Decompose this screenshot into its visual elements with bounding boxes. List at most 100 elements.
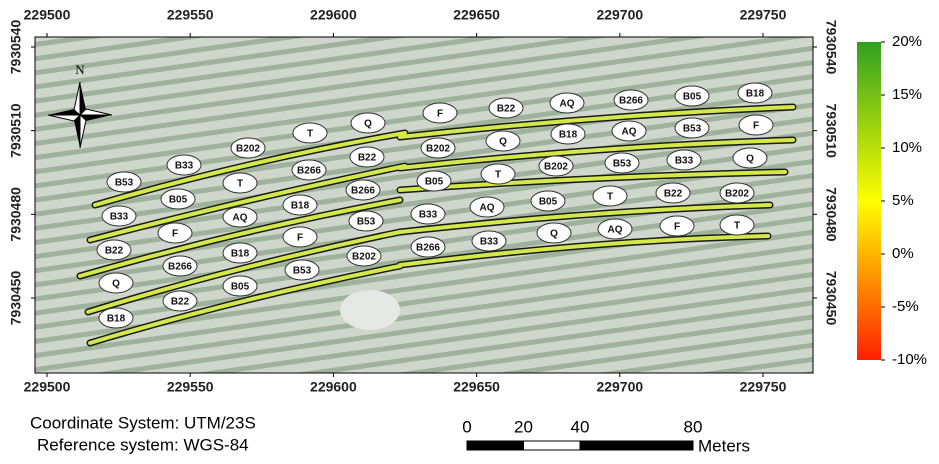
plot-rows: [76, 103, 797, 347]
field-label: AQ: [233, 213, 248, 224]
scale-segment: [466, 440, 524, 451]
field-label: Q: [499, 137, 507, 148]
field-label: B53: [357, 217, 376, 228]
label-bubble: [719, 182, 755, 204]
label-bubble: [166, 154, 202, 176]
y-tick-label-left: 7930450: [8, 271, 24, 326]
label-bubble: [420, 137, 456, 159]
field-label: B22: [664, 189, 683, 200]
field-label: B266: [168, 262, 192, 273]
label-bubble: [719, 214, 755, 236]
field-label: B266: [416, 243, 440, 254]
label-bubble: [349, 146, 385, 168]
coordinate-system: Coordinate System: UTM/23S: [30, 413, 256, 432]
label-bubble: [536, 222, 572, 244]
field-label: F: [437, 109, 443, 120]
field-label: B202: [544, 162, 568, 173]
y-tick-label-right: 7930510: [823, 103, 839, 158]
field-label: B53: [613, 159, 632, 170]
field-label: B22: [105, 246, 124, 257]
field-label: B202: [725, 189, 749, 200]
label-bubble: [613, 89, 649, 111]
scale-label: 20: [514, 417, 533, 436]
scale-segment: [523, 440, 581, 451]
label-bubble: [416, 170, 452, 192]
x-tick-label-bottom: 229750: [740, 379, 787, 395]
colorbar-label: -10%: [892, 351, 927, 368]
field-label: F: [674, 222, 680, 233]
label-bubble: [732, 147, 768, 169]
label-bubble: [282, 194, 318, 216]
label-bubble: [410, 203, 446, 225]
y-tick-label-right: 7930450: [823, 271, 839, 326]
colorbar-label: 10%: [892, 139, 922, 156]
field-label: B05: [683, 92, 702, 103]
field-label: B22: [171, 297, 190, 308]
field-label: B202: [236, 144, 260, 155]
field-label: B53: [115, 178, 134, 189]
y-tick-label-right: 7930540: [823, 20, 839, 75]
field-label: B05: [169, 195, 188, 206]
label-bubble: [98, 307, 134, 329]
field-label: B18: [107, 314, 126, 325]
x-tick-label-top: 229500: [24, 7, 71, 23]
field-label: B05: [231, 282, 250, 293]
field-label: B266: [297, 166, 321, 177]
field-label: B33: [675, 156, 694, 167]
label-bubble: [162, 290, 198, 312]
x-tick-label-top: 229750: [740, 7, 787, 23]
x-tick-label-top: 229550: [167, 7, 214, 23]
label-bubble: [674, 85, 710, 107]
field-label: F: [753, 121, 759, 132]
label-bubble: [98, 272, 134, 294]
field-label: T: [734, 221, 740, 232]
field-label: B18: [559, 130, 578, 141]
colorbar-label: 15%: [892, 86, 922, 103]
building: [340, 290, 400, 330]
field-label: B05: [539, 197, 558, 208]
label-bubble: [346, 245, 382, 267]
y-tick-label-left: 7930540: [8, 20, 24, 75]
field-label: AQ: [480, 203, 495, 214]
x-tick-label-top: 229600: [310, 7, 357, 23]
field-label: B22: [358, 153, 377, 164]
field-label: B53: [293, 266, 312, 277]
label-bubble: [592, 185, 628, 207]
x-tick-label-bottom: 229600: [310, 379, 357, 395]
x-tick-label-bottom: 229550: [167, 379, 214, 395]
label-bubble: [738, 114, 774, 136]
field-label: F: [172, 229, 178, 240]
x-tick-label-bottom: 229700: [596, 379, 643, 395]
field-label: B202: [426, 144, 450, 155]
field-label: AQ: [608, 225, 623, 236]
label-bubble: [674, 117, 710, 139]
label-bubble: [666, 149, 702, 171]
label-bubble: [538, 155, 574, 177]
label-bubble: [222, 242, 258, 264]
label-bubble: [230, 137, 266, 159]
field-label: B18: [746, 89, 765, 100]
scale-label: 0: [462, 417, 471, 436]
field-label: Q: [112, 279, 120, 290]
label-bubble: [488, 97, 524, 119]
field-label: AQ: [560, 99, 575, 110]
label-bubble: [222, 275, 258, 297]
scale-label: 80: [684, 417, 703, 436]
label-bubble: [345, 179, 381, 201]
field-label: B53: [683, 124, 702, 135]
scale-unit: Meters: [698, 436, 750, 455]
field-label: Q: [746, 154, 754, 165]
label-bubble: [222, 206, 258, 228]
label-bubble: [422, 102, 458, 124]
field-label: Q: [550, 229, 558, 240]
field-label: F: [297, 233, 303, 244]
label-bubble: [160, 188, 196, 210]
y-tick-label-right: 7930480: [823, 187, 839, 242]
scale-label: 40: [571, 417, 590, 436]
field-label: B202: [352, 252, 376, 263]
field-label: B33: [419, 210, 438, 221]
colorbar: [857, 42, 881, 360]
label-bubble: [162, 255, 198, 277]
field-label: B05: [425, 177, 444, 188]
